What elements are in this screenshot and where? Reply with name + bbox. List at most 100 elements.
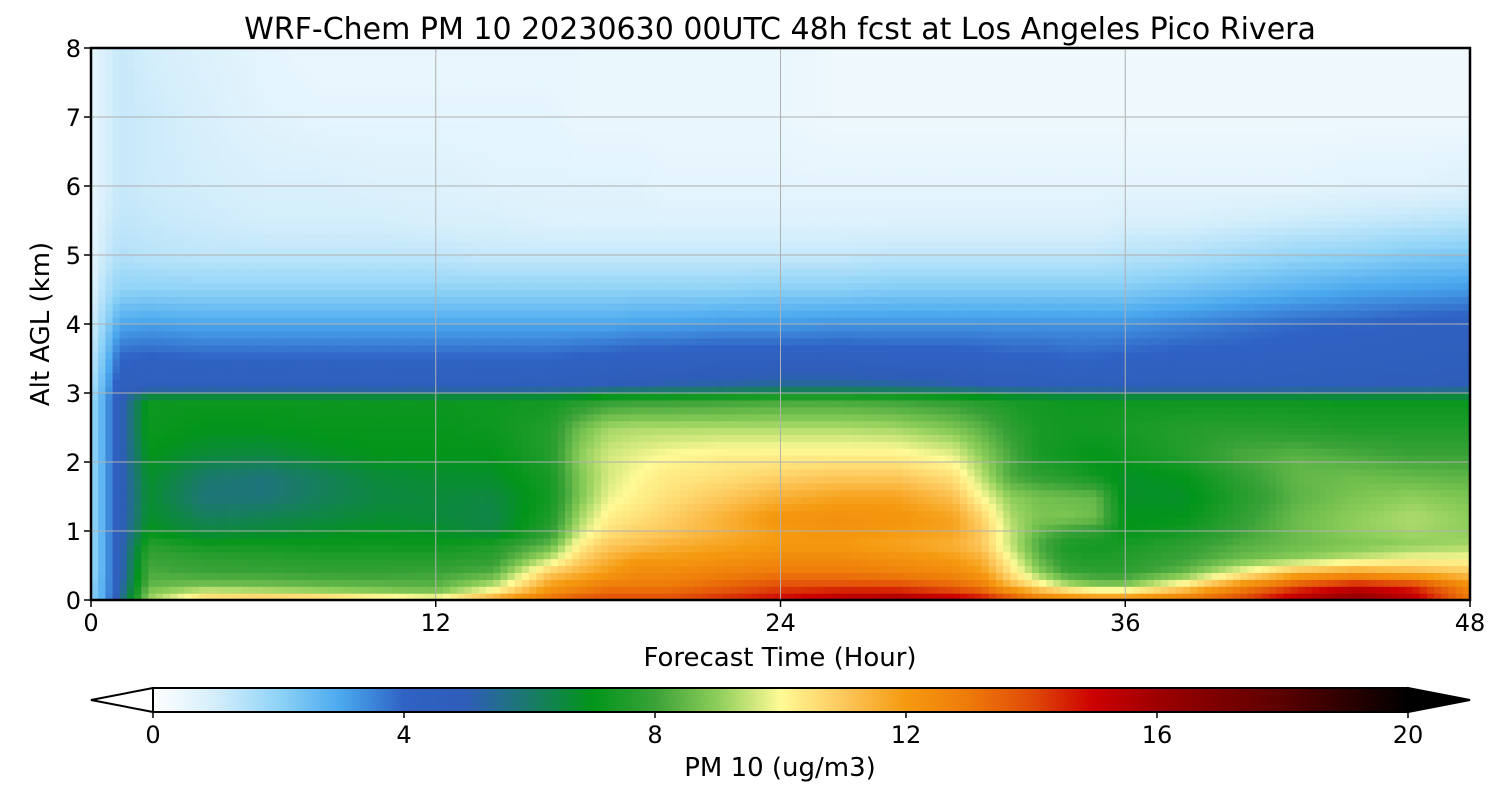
heatmap-cell [141, 593, 150, 600]
heatmap-cell [299, 462, 308, 470]
heatmap-cell [1276, 510, 1284, 518]
heatmap-cell [1376, 462, 1385, 470]
heatmap-cell [758, 586, 767, 594]
heatmap-cell [572, 593, 580, 600]
heatmap-cell [227, 544, 236, 553]
heatmap-cell [1003, 524, 1011, 532]
heatmap-cell [931, 420, 940, 429]
heatmap-cell [1039, 455, 1047, 463]
heatmap-cell [1060, 427, 1069, 435]
heatmap-cell [263, 579, 272, 587]
heatmap-cell [1355, 524, 1363, 532]
heatmap-cell [191, 434, 200, 442]
heatmap-cell [184, 434, 193, 442]
heatmap-cell [428, 517, 437, 525]
heatmap-cell [442, 586, 451, 594]
heatmap-cell [1390, 468, 1399, 477]
heatmap-cell [1031, 427, 1040, 435]
heatmap-cell [895, 462, 904, 470]
heatmap-cell [1225, 462, 1234, 470]
heatmap-cell [967, 517, 976, 525]
heatmap-cell [457, 448, 466, 456]
heatmap-cell [945, 427, 954, 435]
heatmap-cell [608, 482, 616, 491]
heatmap-cell [105, 593, 114, 600]
heatmap-cell [457, 462, 466, 470]
heatmap-cell [1412, 572, 1421, 580]
heatmap-cell [629, 572, 638, 580]
heatmap-cell [464, 496, 473, 504]
heatmap-cell [335, 565, 343, 573]
heatmap-cell [1405, 468, 1414, 477]
heatmap-cell [1376, 475, 1385, 484]
heatmap-cell [1103, 524, 1112, 532]
heatmap-cell [809, 462, 818, 470]
heatmap-cell [1218, 448, 1227, 456]
heatmap-cell [191, 524, 200, 532]
heatmap-cell [687, 537, 695, 546]
heatmap-cell [658, 489, 667, 498]
heatmap-cell [1254, 434, 1263, 442]
heatmap-cell [758, 524, 767, 532]
heatmap-cell [464, 503, 473, 511]
heatmap-cell [1319, 551, 1327, 560]
heatmap-cell [694, 565, 703, 573]
heatmap-cell [1232, 572, 1241, 580]
heatmap-cell [1268, 482, 1277, 491]
heatmap-cell [636, 448, 645, 456]
heatmap-cell [536, 420, 545, 429]
heatmap-cell [1290, 427, 1299, 435]
heatmap-cell [486, 420, 494, 429]
heatmap-cell [1218, 579, 1227, 587]
heatmap-cell [909, 496, 918, 504]
heatmap-cell [1268, 537, 1277, 546]
heatmap-cell [363, 551, 372, 560]
heatmap-cell [119, 462, 128, 470]
heatmap-cell [622, 593, 631, 600]
heatmap-cell [428, 531, 437, 539]
heatmap-cell [270, 537, 279, 546]
heatmap-cell [751, 531, 760, 539]
heatmap-cell [995, 448, 1004, 456]
heatmap-cell [450, 510, 458, 518]
heatmap-cell [1096, 462, 1105, 470]
heatmap-cell [694, 517, 703, 525]
heatmap-cell [1326, 468, 1335, 477]
heatmap-cell [1376, 531, 1385, 539]
heatmap-cell [672, 441, 681, 449]
heatmap-cell [1268, 517, 1277, 525]
heatmap-cell [579, 510, 588, 518]
heatmap-cell [988, 503, 997, 511]
heatmap-cell [751, 448, 760, 456]
heatmap-cell [1118, 517, 1126, 525]
heatmap-cell [622, 496, 631, 504]
heatmap-cell [687, 489, 695, 498]
heatmap-cell [119, 434, 128, 442]
heatmap-cell [1448, 462, 1457, 470]
heatmap-cell [967, 503, 976, 511]
heatmap-cell [335, 558, 343, 567]
heatmap-cell [1132, 551, 1141, 560]
heatmap-cell [952, 489, 961, 498]
heatmap-cell [1455, 462, 1464, 470]
heatmap-cell [737, 434, 746, 442]
heatmap-cell [284, 558, 293, 567]
heatmap-cell [1390, 586, 1399, 594]
heatmap-cell [234, 475, 243, 484]
heatmap-cell [162, 579, 171, 587]
heatmap-cell [1376, 517, 1385, 525]
heatmap-cell [787, 586, 796, 594]
heatmap-cell [1189, 455, 1198, 463]
heatmap-cell [1103, 510, 1112, 518]
heatmap-cell [1189, 531, 1198, 539]
heatmap-cell [572, 420, 580, 429]
heatmap-cell [830, 544, 839, 553]
heatmap-cell [694, 455, 703, 463]
heatmap-cell [1369, 482, 1378, 491]
heatmap-cell [328, 572, 336, 580]
heatmap-cell [119, 558, 128, 567]
heatmap-cell [1261, 496, 1270, 504]
heatmap-cell [909, 517, 918, 525]
heatmap-cell [1182, 482, 1191, 491]
heatmap-cell [967, 489, 976, 498]
